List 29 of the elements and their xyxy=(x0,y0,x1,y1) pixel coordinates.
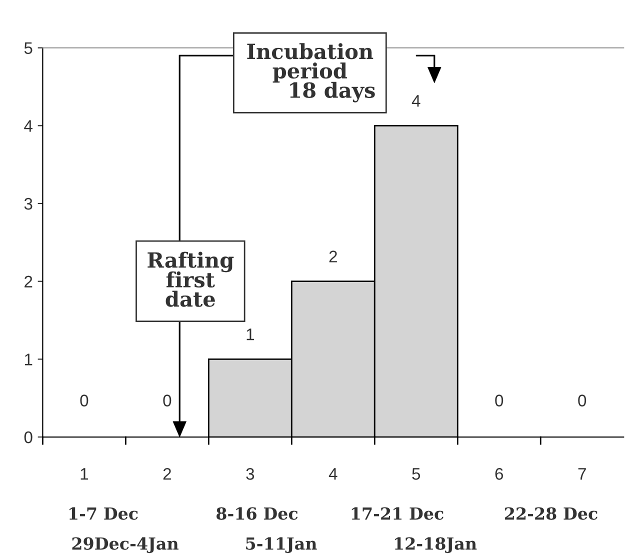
data-label: 0 xyxy=(163,394,172,406)
x-tick-label: 5 xyxy=(412,468,420,480)
x-tick-label: 7 xyxy=(578,468,586,480)
y-tick-label: 3 xyxy=(24,198,32,210)
text: 1-7 Dec xyxy=(69,507,138,520)
text: 5-11Jan xyxy=(246,537,317,554)
text: 22-28 Dec xyxy=(504,507,598,520)
data-label: 0 xyxy=(578,394,586,406)
data-label: 4 xyxy=(412,95,420,107)
annotation: Incubation period 18 days xyxy=(247,43,375,102)
x-tick-label: 2 xyxy=(163,468,171,480)
y-tick-label: 1 xyxy=(24,354,32,366)
text: 29Dec-4Jan xyxy=(72,537,178,554)
y-tick-label: 5 xyxy=(24,42,32,54)
x-tick-label: 1 xyxy=(80,468,88,480)
data-label: 2 xyxy=(329,250,337,262)
data-label: 0 xyxy=(495,394,504,406)
text: 8-16 Dec xyxy=(216,507,298,520)
x-tick-label: 6 xyxy=(495,468,504,480)
annotation: Rafting first date xyxy=(148,252,234,307)
data-label: 0 xyxy=(80,394,88,406)
data-label: 1 xyxy=(246,328,254,340)
text: 12-18Jan xyxy=(394,537,477,554)
x-tick-label: 4 xyxy=(328,468,338,480)
text: 17-21 Dec xyxy=(352,507,444,520)
y-tick-label: 2 xyxy=(24,276,32,288)
x-tick-label: 3 xyxy=(246,468,254,480)
y-tick-label: 4 xyxy=(24,120,32,132)
y-tick-label: 0 xyxy=(24,431,32,444)
